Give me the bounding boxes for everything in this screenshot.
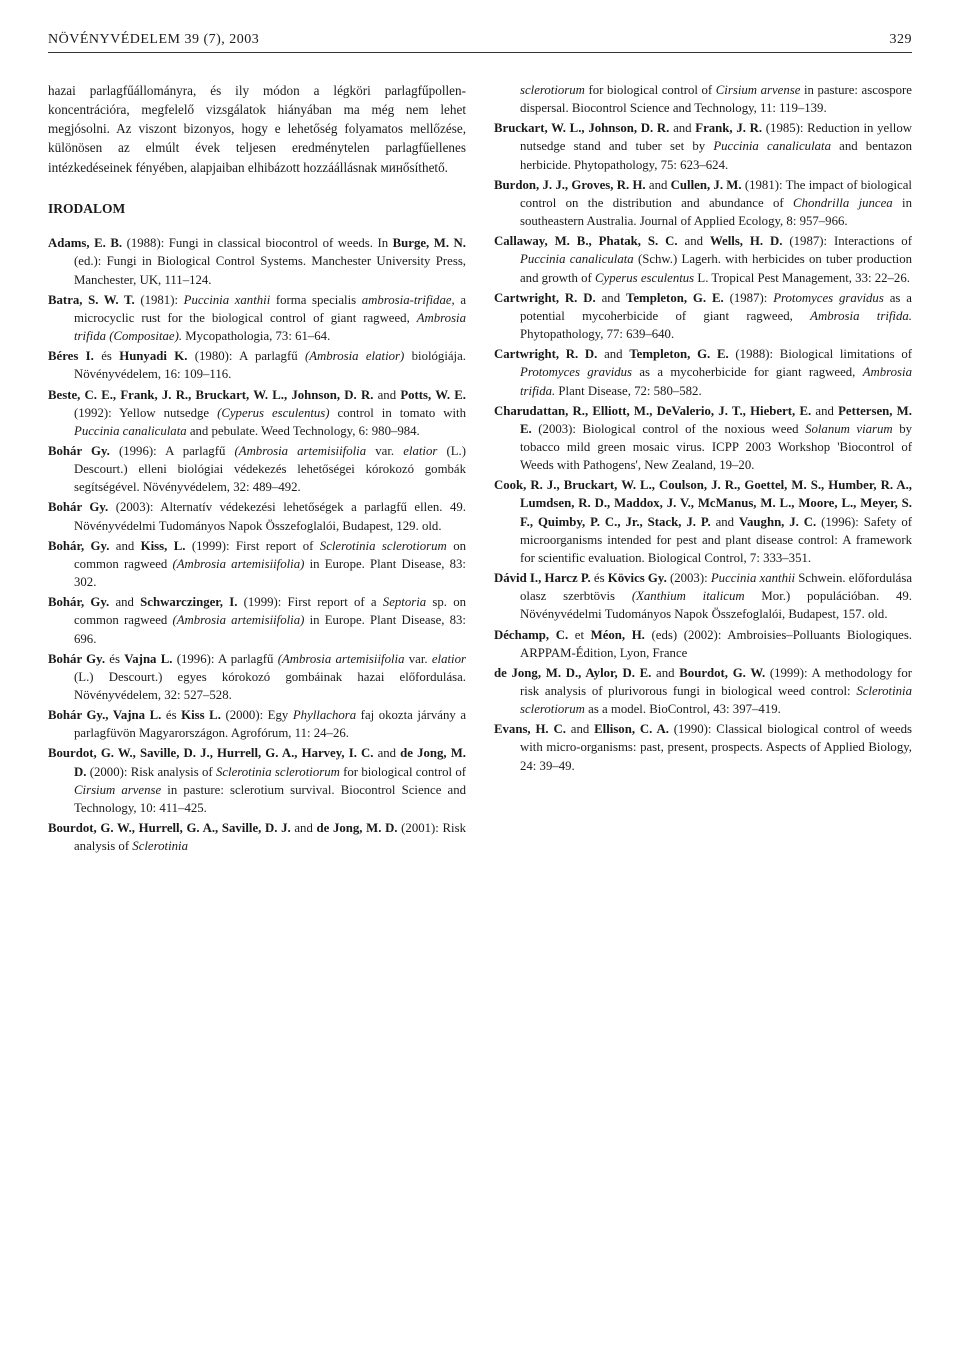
journal-title: NÖVÉNYVÉDELEM 39 (7), 2003 (48, 32, 259, 48)
reference-entry: Bohár, Gy. and Schwarczinger, I. (1999):… (48, 593, 466, 647)
header-rule (48, 52, 912, 53)
reference-entry: Cook, R. J., Bruckart, W. L., Coulson, J… (494, 476, 912, 567)
reference-entry: Déchamp, C. et Méon, H. (eds) (2002): Am… (494, 626, 912, 662)
reference-entry: Cartwright, R. D. and Templeton, G. E. (… (494, 289, 912, 343)
section-heading-irodalom: IRODALOM (48, 199, 466, 219)
reference-entry: Bohár Gy. és Vajna L. (1996): A parlagfű… (48, 650, 466, 704)
reference-entry: Callaway, M. B., Phatak, S. C. and Wells… (494, 232, 912, 286)
reference-entry: Bruckart, W. L., Johnson, D. R. and Fran… (494, 119, 912, 173)
reference-entry: Bourdot, G. W., Hurrell, G. A., Saville,… (48, 819, 466, 855)
reference-entry: Bourdot, G. W., Saville, D. J., Hurrell,… (48, 744, 466, 817)
reference-entry: Beste, C. E., Frank, J. R., Bruckart, W.… (48, 386, 466, 440)
reference-entry: Bohár Gy., Vajna L. és Kiss L. (2000): E… (48, 706, 466, 742)
reference-entry: Cartwright, R. D. and Templeton, G. E. (… (494, 345, 912, 399)
reference-entry: sclerotiorum for biological control of C… (494, 81, 912, 117)
reference-entry: Dávid I., Harcz P. és Kövics Gy. (2003):… (494, 569, 912, 623)
text-columns: hazai parlagfűállományra, és ily módon a… (48, 81, 912, 857)
page-header: NÖVÉNYVÉDELEM 39 (7), 2003 329 (48, 32, 912, 48)
reference-entry: Bohár Gy. (2003): Alternatív védekezési … (48, 498, 466, 534)
reference-entry: Bohár, Gy. and Kiss, L. (1999): First re… (48, 537, 466, 591)
reference-entry: de Jong, M. D., Aylor, D. E. and Bourdot… (494, 664, 912, 718)
reference-entry: Burdon, J. J., Groves, R. H. and Cullen,… (494, 176, 912, 230)
reference-entry: Adams, E. B. (1988): Fungi in classical … (48, 234, 466, 288)
page-number: 329 (890, 32, 913, 48)
reference-entry: Charudattan, R., Elliott, M., DeValerio,… (494, 402, 912, 475)
reference-entry: Béres I. és Hunyadi K. (1980): A parlagf… (48, 347, 466, 383)
reference-entry: Batra, S. W. T. (1981): Puccinia xanthii… (48, 291, 466, 345)
intro-paragraph: hazai parlagfűállományra, és ily módon a… (48, 81, 466, 177)
right-column: sclerotiorum for biological control of C… (494, 81, 912, 857)
reference-entry: Bohár Gy. (1996): A parlagfű (Ambrosia a… (48, 442, 466, 496)
left-column: hazai parlagfűállományra, és ily módon a… (48, 81, 466, 857)
reference-entry: Evans, H. C. and Ellison, C. A. (1990): … (494, 720, 912, 774)
references-right: sclerotiorum for biological control of C… (494, 81, 912, 775)
references-left: Adams, E. B. (1988): Fungi in classical … (48, 234, 466, 855)
